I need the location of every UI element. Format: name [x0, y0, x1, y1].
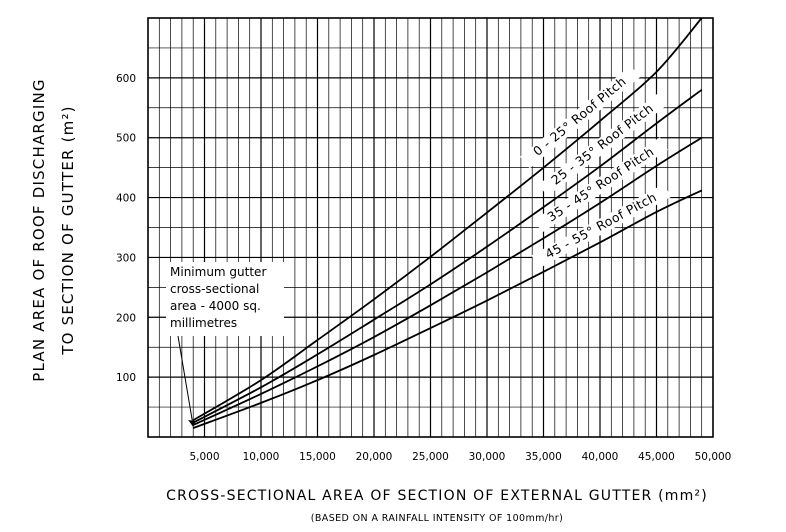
x-tick-label: 50,000: [695, 451, 732, 463]
x-tick-label: 40,000: [582, 451, 619, 463]
x-axis-title: CROSS-SECTIONAL AREA OF SECTION OF EXTER…: [166, 488, 708, 504]
x-tick-label: 45,000: [638, 451, 675, 463]
annotation-arrow-head: [188, 420, 196, 428]
y-tick-label: 600: [116, 73, 136, 85]
annotation-bg: [166, 262, 284, 336]
curve-label-bg: [520, 65, 641, 169]
y-tick-labels: 100 200 300 400 500 600: [116, 73, 136, 384]
x-tick-label: 30,000: [469, 451, 506, 463]
plot-frame: [147, 17, 714, 438]
pitch-curves: [192, 17, 703, 429]
y-tick-label: 500: [116, 133, 136, 145]
annotation-line: cross-sectional: [170, 282, 259, 296]
curve-label-bg: [533, 137, 669, 233]
y-tick-label: 300: [116, 252, 136, 264]
curve-label-text: 45 - 55° Roof Pitch: [543, 189, 660, 261]
x-tick-label: 20,000: [356, 451, 393, 463]
curve-label-text: 0 - 25° Roof Pitch: [530, 73, 629, 158]
x-tick-label: 15,000: [299, 451, 336, 463]
y-axis-title-line1: PLAN AREA OF ROOF DISCHARGING: [30, 78, 48, 381]
curve-series-2: [192, 89, 703, 424]
annotation-arrow-line: [177, 335, 194, 427]
y-tick-label: 100: [116, 372, 136, 384]
curve-series-1: [192, 17, 703, 422]
curve-label-bg: [538, 93, 668, 197]
curve-series-4: [192, 189, 703, 429]
x-tick-label: 35,000: [525, 451, 562, 463]
x-axis-note: (BASED ON A RAINFALL INTENSITY OF 100mm/…: [311, 513, 563, 524]
curve-series-3: [192, 136, 703, 426]
x-tick-label: 10,000: [243, 451, 280, 463]
x-tick-labels: 5,000 10,000 15,000 20,000 25,000 30,000 35,00…: [189, 451, 731, 463]
y-tick-label: 200: [116, 312, 136, 324]
annotation-line: area - 4000 sq.: [170, 299, 261, 313]
annotation-line: Minimum gutter: [170, 265, 266, 279]
major-gridlines: [148, 18, 713, 437]
curve-label-bg: [531, 183, 672, 269]
x-tick-label: 25,000: [412, 451, 449, 463]
x-tick-label: 5,000: [189, 451, 219, 463]
annotation-line: millimetres: [170, 316, 237, 330]
minimum-gutter-annotation: Minimum gutter cross-sectional area - 4000…: [166, 262, 284, 428]
y-tick-label: 400: [116, 193, 136, 205]
minor-gridlines: [148, 18, 713, 437]
y-axis-title-line2: TO SECTION OF GUTTER (m²): [59, 105, 77, 355]
